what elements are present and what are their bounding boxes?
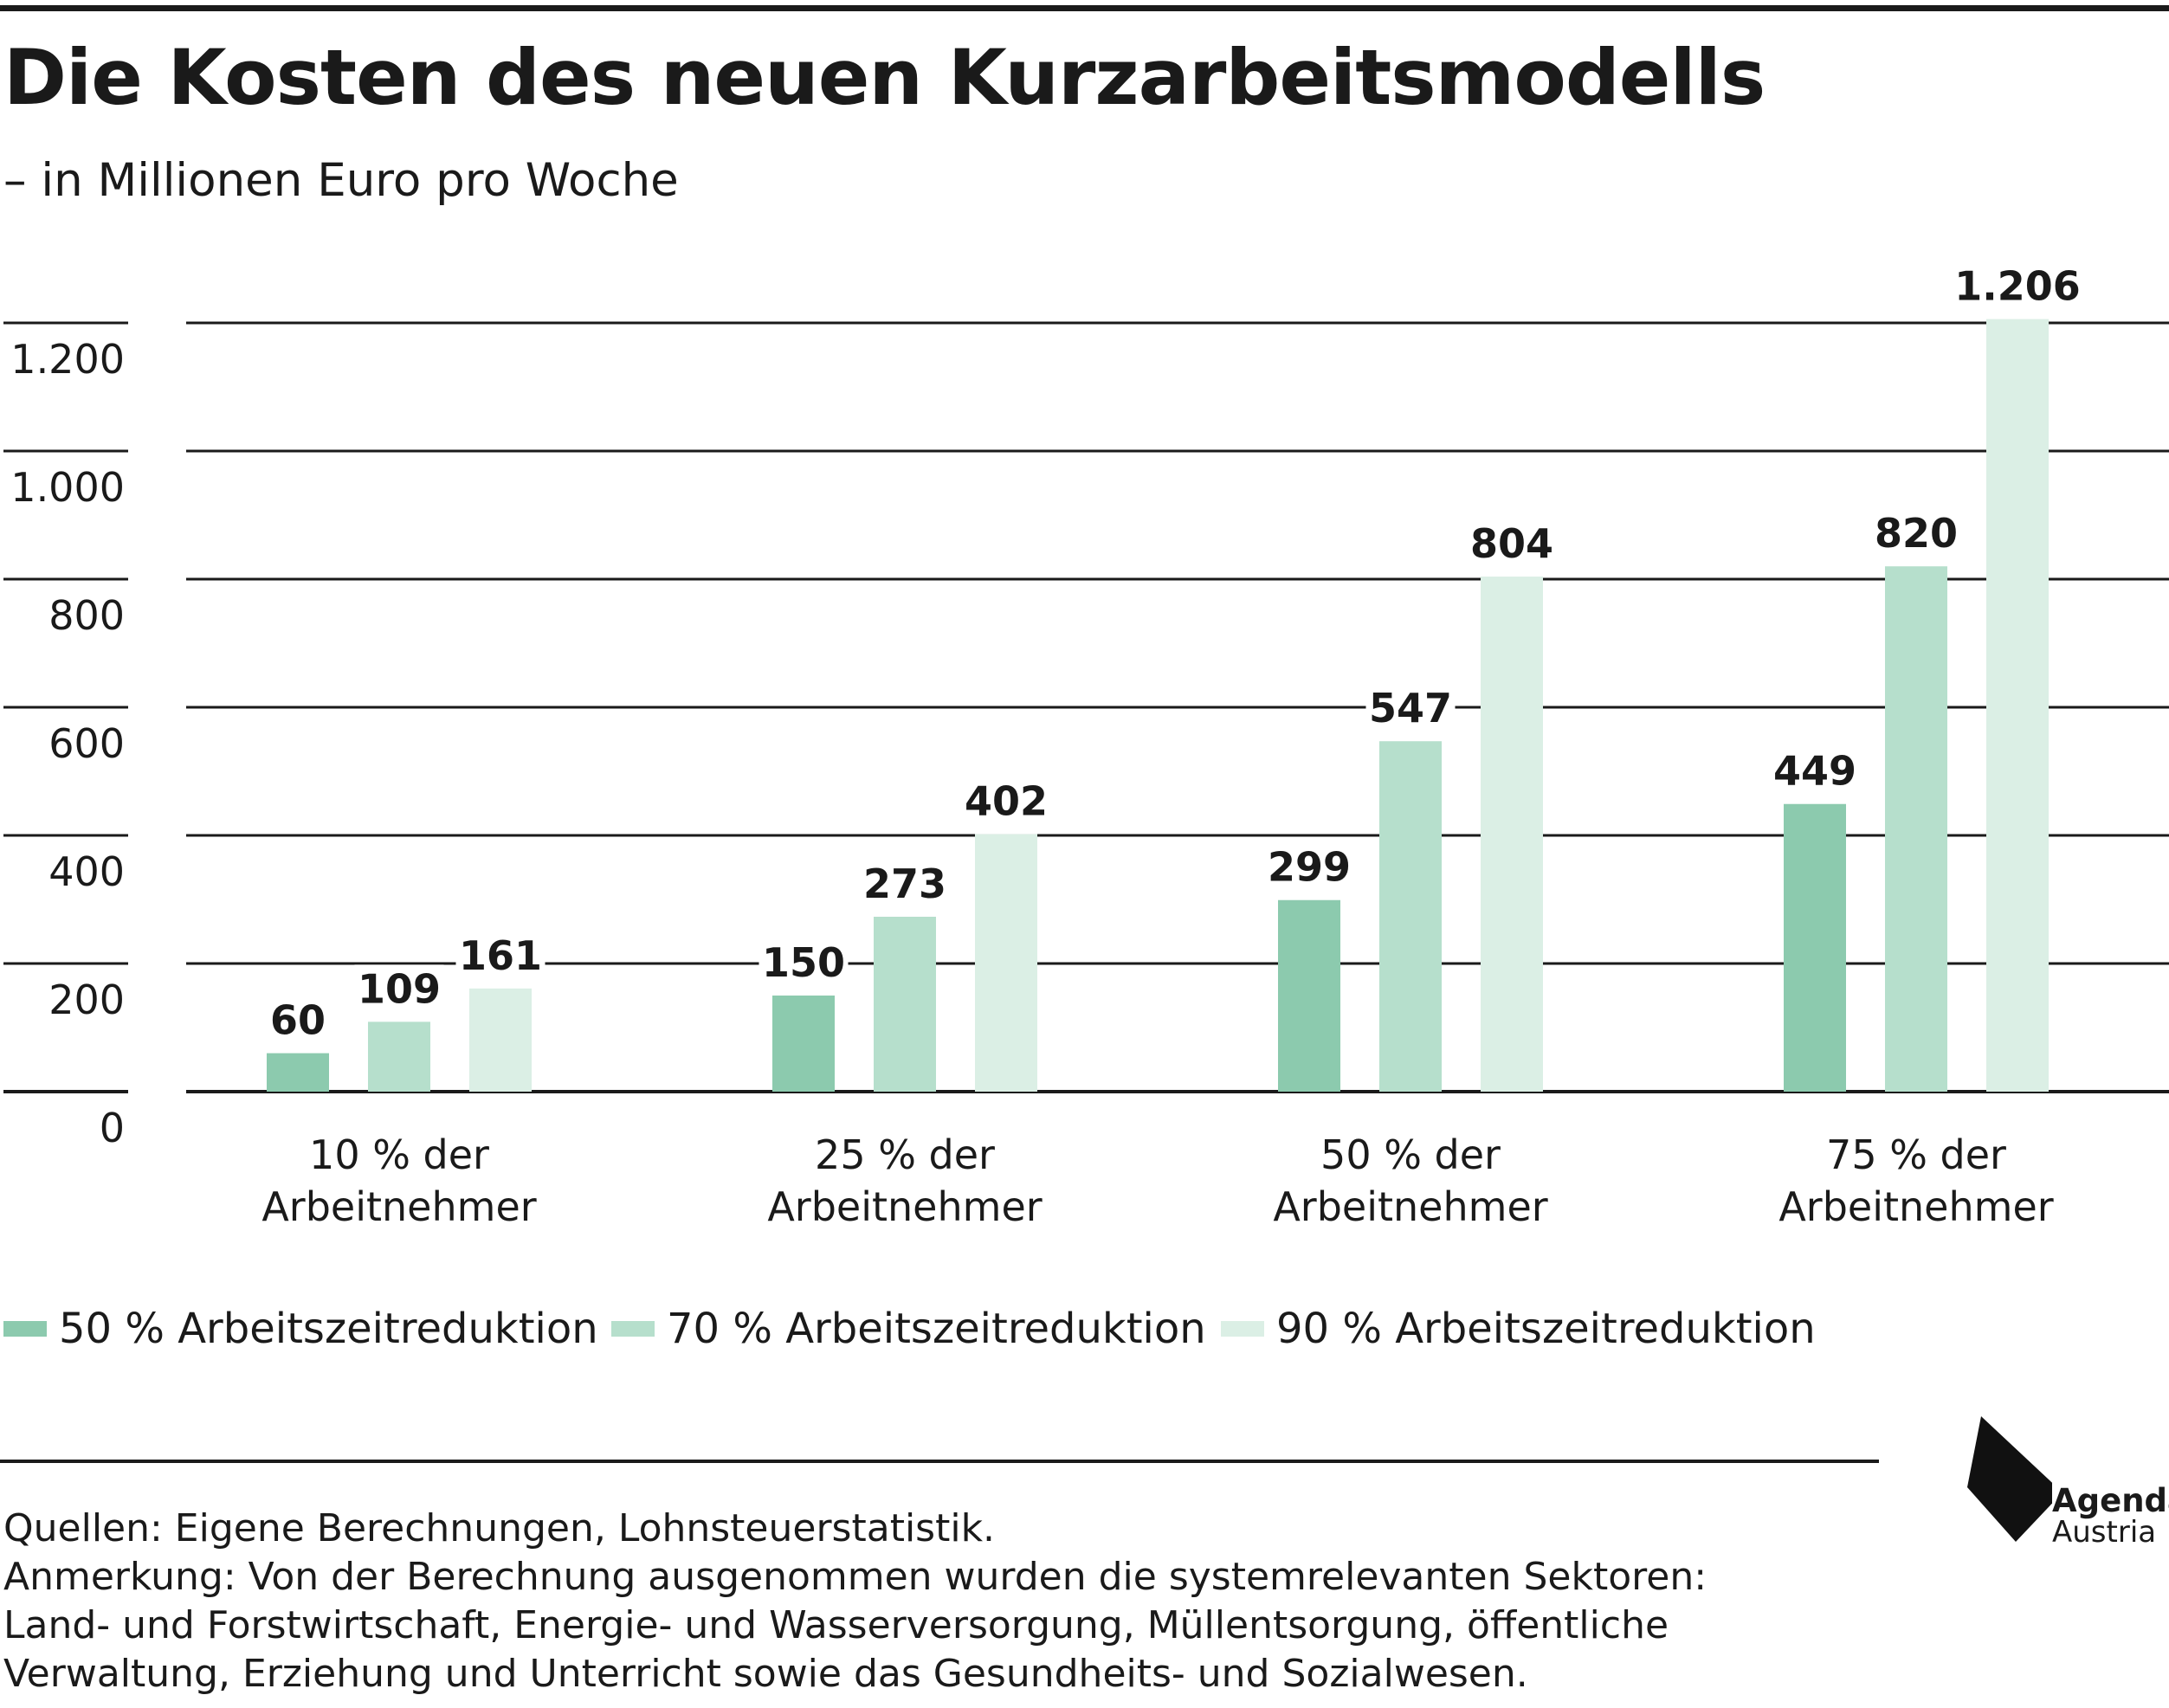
y-tick-label: 0 bbox=[100, 1105, 125, 1151]
legend-swatch bbox=[3, 1321, 47, 1337]
bar bbox=[1278, 899, 1340, 1092]
bars: 60 150 299 449 109 273 547 820 161 402 804 1.206 bbox=[266, 261, 2088, 1092]
value-label-backing bbox=[1770, 746, 1860, 794]
footer-rule bbox=[0, 1460, 1879, 1463]
value-label-backing bbox=[354, 964, 444, 1012]
bar-chart: 0 200 400 600 800 1.000 1.200 10 % der Arbeitneh… bbox=[3, 261, 2169, 1230]
y-tick-label: 600 bbox=[48, 720, 125, 767]
legend-swatch bbox=[1221, 1321, 1264, 1337]
x-category-label: 50 % der bbox=[1320, 1131, 1501, 1178]
value-label-backing bbox=[860, 859, 950, 906]
remark-line: Verwaltung, Erziehung und Unterricht sow… bbox=[3, 1652, 1528, 1696]
bar bbox=[368, 1022, 430, 1092]
remark-line: Land- und Forstwirtschaft, Energie- und … bbox=[3, 1603, 1669, 1647]
logo-name: Agenda bbox=[2052, 1482, 2169, 1519]
bar bbox=[1885, 566, 1947, 1092]
value-label-backing bbox=[1365, 684, 1456, 732]
legend-label: 50 % Arbeitszeitreduktion bbox=[59, 1305, 598, 1353]
x-category-label: Arbeitnehmer bbox=[767, 1183, 1042, 1230]
bar bbox=[1986, 319, 2049, 1092]
y-tick-label: 800 bbox=[48, 592, 125, 639]
legend-swatch bbox=[611, 1321, 655, 1337]
remark-line: Anmerkung: Von der Berechnung ausgenomme… bbox=[3, 1555, 1707, 1599]
value-label: 299 bbox=[1268, 844, 1351, 891]
value-label-backing bbox=[961, 777, 1051, 824]
bar bbox=[772, 996, 835, 1092]
chart-subtitle: – in Millionen Euro pro Woche bbox=[3, 154, 679, 207]
value-label-backing bbox=[1264, 842, 1354, 890]
y-tick-label: 1.000 bbox=[10, 464, 125, 511]
value-label: 273 bbox=[863, 860, 946, 907]
bar bbox=[1784, 803, 1846, 1092]
sources-note: Quellen: Eigene Berechnungen, Lohnsteuer… bbox=[3, 1506, 996, 1550]
value-label-backing bbox=[1871, 509, 1961, 557]
logo-subtitle: Austria bbox=[2052, 1515, 2157, 1550]
top-rule bbox=[0, 5, 2169, 11]
y-tick-label: 400 bbox=[48, 848, 125, 895]
legend-label: 70 % Arbeitszeitreduktion bbox=[667, 1305, 1206, 1353]
value-label: 804 bbox=[1470, 520, 1553, 567]
x-category-label: 25 % der bbox=[815, 1131, 995, 1178]
chart-title: Die Kosten des neuen Kurzarbeitsmodells bbox=[3, 33, 1766, 122]
value-label: 402 bbox=[965, 778, 1048, 825]
legend-item-series-2: 70 % Arbeitszeitreduktion bbox=[611, 1303, 1206, 1355]
value-label: 60 bbox=[270, 997, 326, 1044]
footnotes: Quellen: Eigene Berechnungen, Lohnsteuer… bbox=[3, 1505, 1707, 1698]
x-category-label: 75 % der bbox=[1826, 1131, 2006, 1178]
value-label: 1.206 bbox=[1954, 263, 2081, 310]
value-label: 150 bbox=[762, 939, 845, 986]
y-tick-label: 1.200 bbox=[10, 336, 125, 383]
value-label: 820 bbox=[1875, 510, 1958, 557]
value-label-backing bbox=[1947, 261, 2088, 309]
bar bbox=[1379, 741, 1442, 1092]
y-tick-label: 200 bbox=[48, 976, 125, 1023]
value-label-backing bbox=[266, 996, 330, 1043]
bar bbox=[975, 834, 1037, 1092]
bar bbox=[874, 916, 936, 1092]
x-category-label: Arbeitnehmer bbox=[1778, 1183, 2053, 1230]
legend-item-series-1: 50 % Arbeitszeitreduktion bbox=[3, 1303, 598, 1355]
value-label: 161 bbox=[459, 932, 542, 979]
value-label: 449 bbox=[1773, 748, 1856, 795]
x-category-label: Arbeitnehmer bbox=[261, 1183, 536, 1230]
bar bbox=[1481, 577, 1543, 1092]
logo-mark-icon bbox=[1967, 1416, 2062, 1542]
value-label: 547 bbox=[1369, 685, 1452, 732]
x-category-label: Arbeitnehmer bbox=[1273, 1183, 1547, 1230]
bar bbox=[267, 1053, 329, 1092]
agenda-austria-logo: Agenda Austria bbox=[1966, 1416, 2169, 1550]
value-label-backing bbox=[455, 931, 545, 978]
value-label-backing bbox=[759, 938, 849, 985]
x-category-label: 10 % der bbox=[309, 1131, 489, 1178]
legend-item-series-3: 90 % Arbeitszeitreduktion bbox=[1221, 1303, 1816, 1355]
value-label: 109 bbox=[358, 965, 441, 1012]
legend-label: 90 % Arbeitszeitreduktion bbox=[1276, 1305, 1816, 1353]
bar bbox=[469, 988, 532, 1092]
value-label-backing bbox=[1467, 519, 1557, 567]
